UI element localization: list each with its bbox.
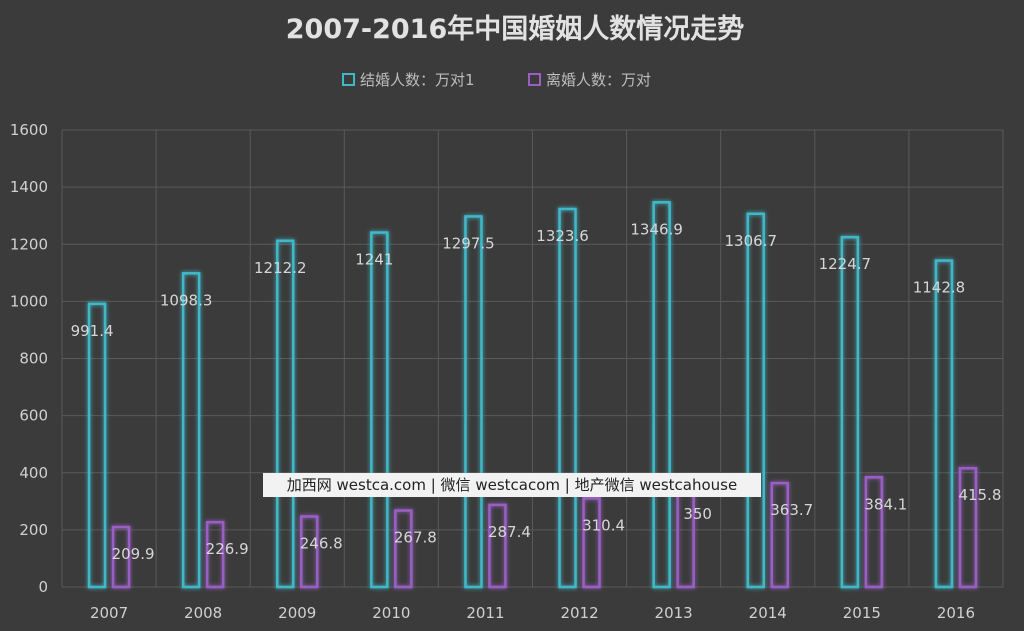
data-label-divorce: 246.8 (300, 535, 343, 553)
data-label-marriage: 1224.7 (819, 255, 872, 273)
data-label-divorce: 363.7 (770, 501, 813, 519)
x-tick-label: 2011 (466, 604, 504, 622)
watermark-banner: 加西网 westca.com | 微信 westcacom | 地产微信 wes… (263, 473, 761, 497)
y-tick-label: 600 (19, 407, 48, 425)
bar-divorce (676, 485, 695, 589)
y-tick-label: 1000 (10, 292, 48, 310)
legend-swatch-divorce (528, 73, 541, 86)
y-tick-label: 800 (19, 350, 48, 368)
bar-divorce (394, 509, 413, 589)
x-tick-label: 2015 (843, 604, 881, 622)
bar-divorce (205, 520, 225, 589)
data-label-divorce: 287.4 (488, 523, 531, 541)
data-label-divorce: 384.1 (864, 495, 907, 513)
x-tick-label: 2010 (372, 604, 410, 622)
data-label-divorce: 310.4 (582, 516, 625, 534)
x-tick-label: 2016 (937, 604, 975, 622)
bar-marriage (87, 302, 107, 589)
legend-label-marriage: 结婚人数：万对1 (360, 71, 475, 89)
y-tick-label: 200 (19, 521, 48, 539)
bar-marriage (558, 207, 577, 589)
bar-marriage (370, 231, 389, 589)
data-label-marriage: 1306.7 (725, 232, 778, 250)
data-label-marriage: 1346.9 (630, 220, 683, 238)
legend-label-divorce: 离婚人数：万对 (546, 71, 651, 89)
bar-divorce (111, 525, 131, 589)
data-label-marriage: 1212.2 (254, 259, 307, 277)
y-tick-label: 1200 (10, 235, 48, 253)
y-tick-label: 400 (19, 464, 48, 482)
data-label-divorce: 415.8 (958, 486, 1001, 504)
data-label-marriage: 991.4 (71, 322, 114, 340)
y-axis: 0 200 400 600 800 1000 1200 1400 1600 (10, 121, 48, 596)
data-label-divorce: 350 (683, 505, 712, 523)
bar-divorce (958, 466, 978, 589)
data-labels: 991.4 1098.3 1212.2 1241 1297.5 1323.6 1346.9 1… (71, 220, 1002, 563)
bar-divorce (488, 503, 507, 589)
data-label-marriage: 1142.8 (913, 279, 966, 297)
x-tick-label: 2012 (560, 604, 598, 622)
y-tick-label: 0 (38, 578, 48, 596)
data-label-marriage: 1297.5 (442, 234, 495, 252)
data-label-divorce: 226.9 (206, 540, 249, 558)
x-axis: 2007 2008 2009 2010 2011 2012 2013 2014 2015 2016 (90, 604, 975, 622)
bar-marriage (181, 272, 201, 589)
bar-marriage (934, 259, 954, 589)
bar-divorce (864, 476, 884, 589)
bar-marriage (276, 239, 295, 589)
bar-marriage (840, 235, 860, 589)
data-label-marriage: 1323.6 (536, 227, 589, 245)
x-tick-label: 2007 (90, 604, 128, 622)
bar-divorce (582, 497, 601, 589)
data-label-marriage: 1098.3 (160, 291, 213, 309)
bar-marriage (464, 215, 483, 589)
bar-marriage (652, 201, 671, 589)
x-tick-label: 2009 (278, 604, 316, 622)
bar-divorce (770, 481, 789, 589)
y-tick-label: 1400 (10, 178, 48, 196)
bars (87, 201, 978, 589)
gridlines (61, 129, 1004, 588)
x-tick-label: 2014 (749, 604, 787, 622)
data-label-divorce: 267.8 (394, 529, 437, 547)
chart-title: 2007-2016年中国婚姻人数情况走势 (286, 13, 745, 45)
x-tick-label: 2008 (184, 604, 222, 622)
bar-marriage (746, 212, 765, 589)
bar-divorce (300, 515, 319, 589)
legend: 结婚人数：万对1 离婚人数：万对 (342, 71, 651, 89)
x-tick-label: 2013 (655, 604, 693, 622)
y-tick-label: 1600 (10, 121, 48, 139)
data-label-marriage: 1241 (355, 251, 393, 269)
data-label-divorce: 209.9 (112, 545, 155, 563)
legend-swatch-marriage (342, 73, 355, 86)
